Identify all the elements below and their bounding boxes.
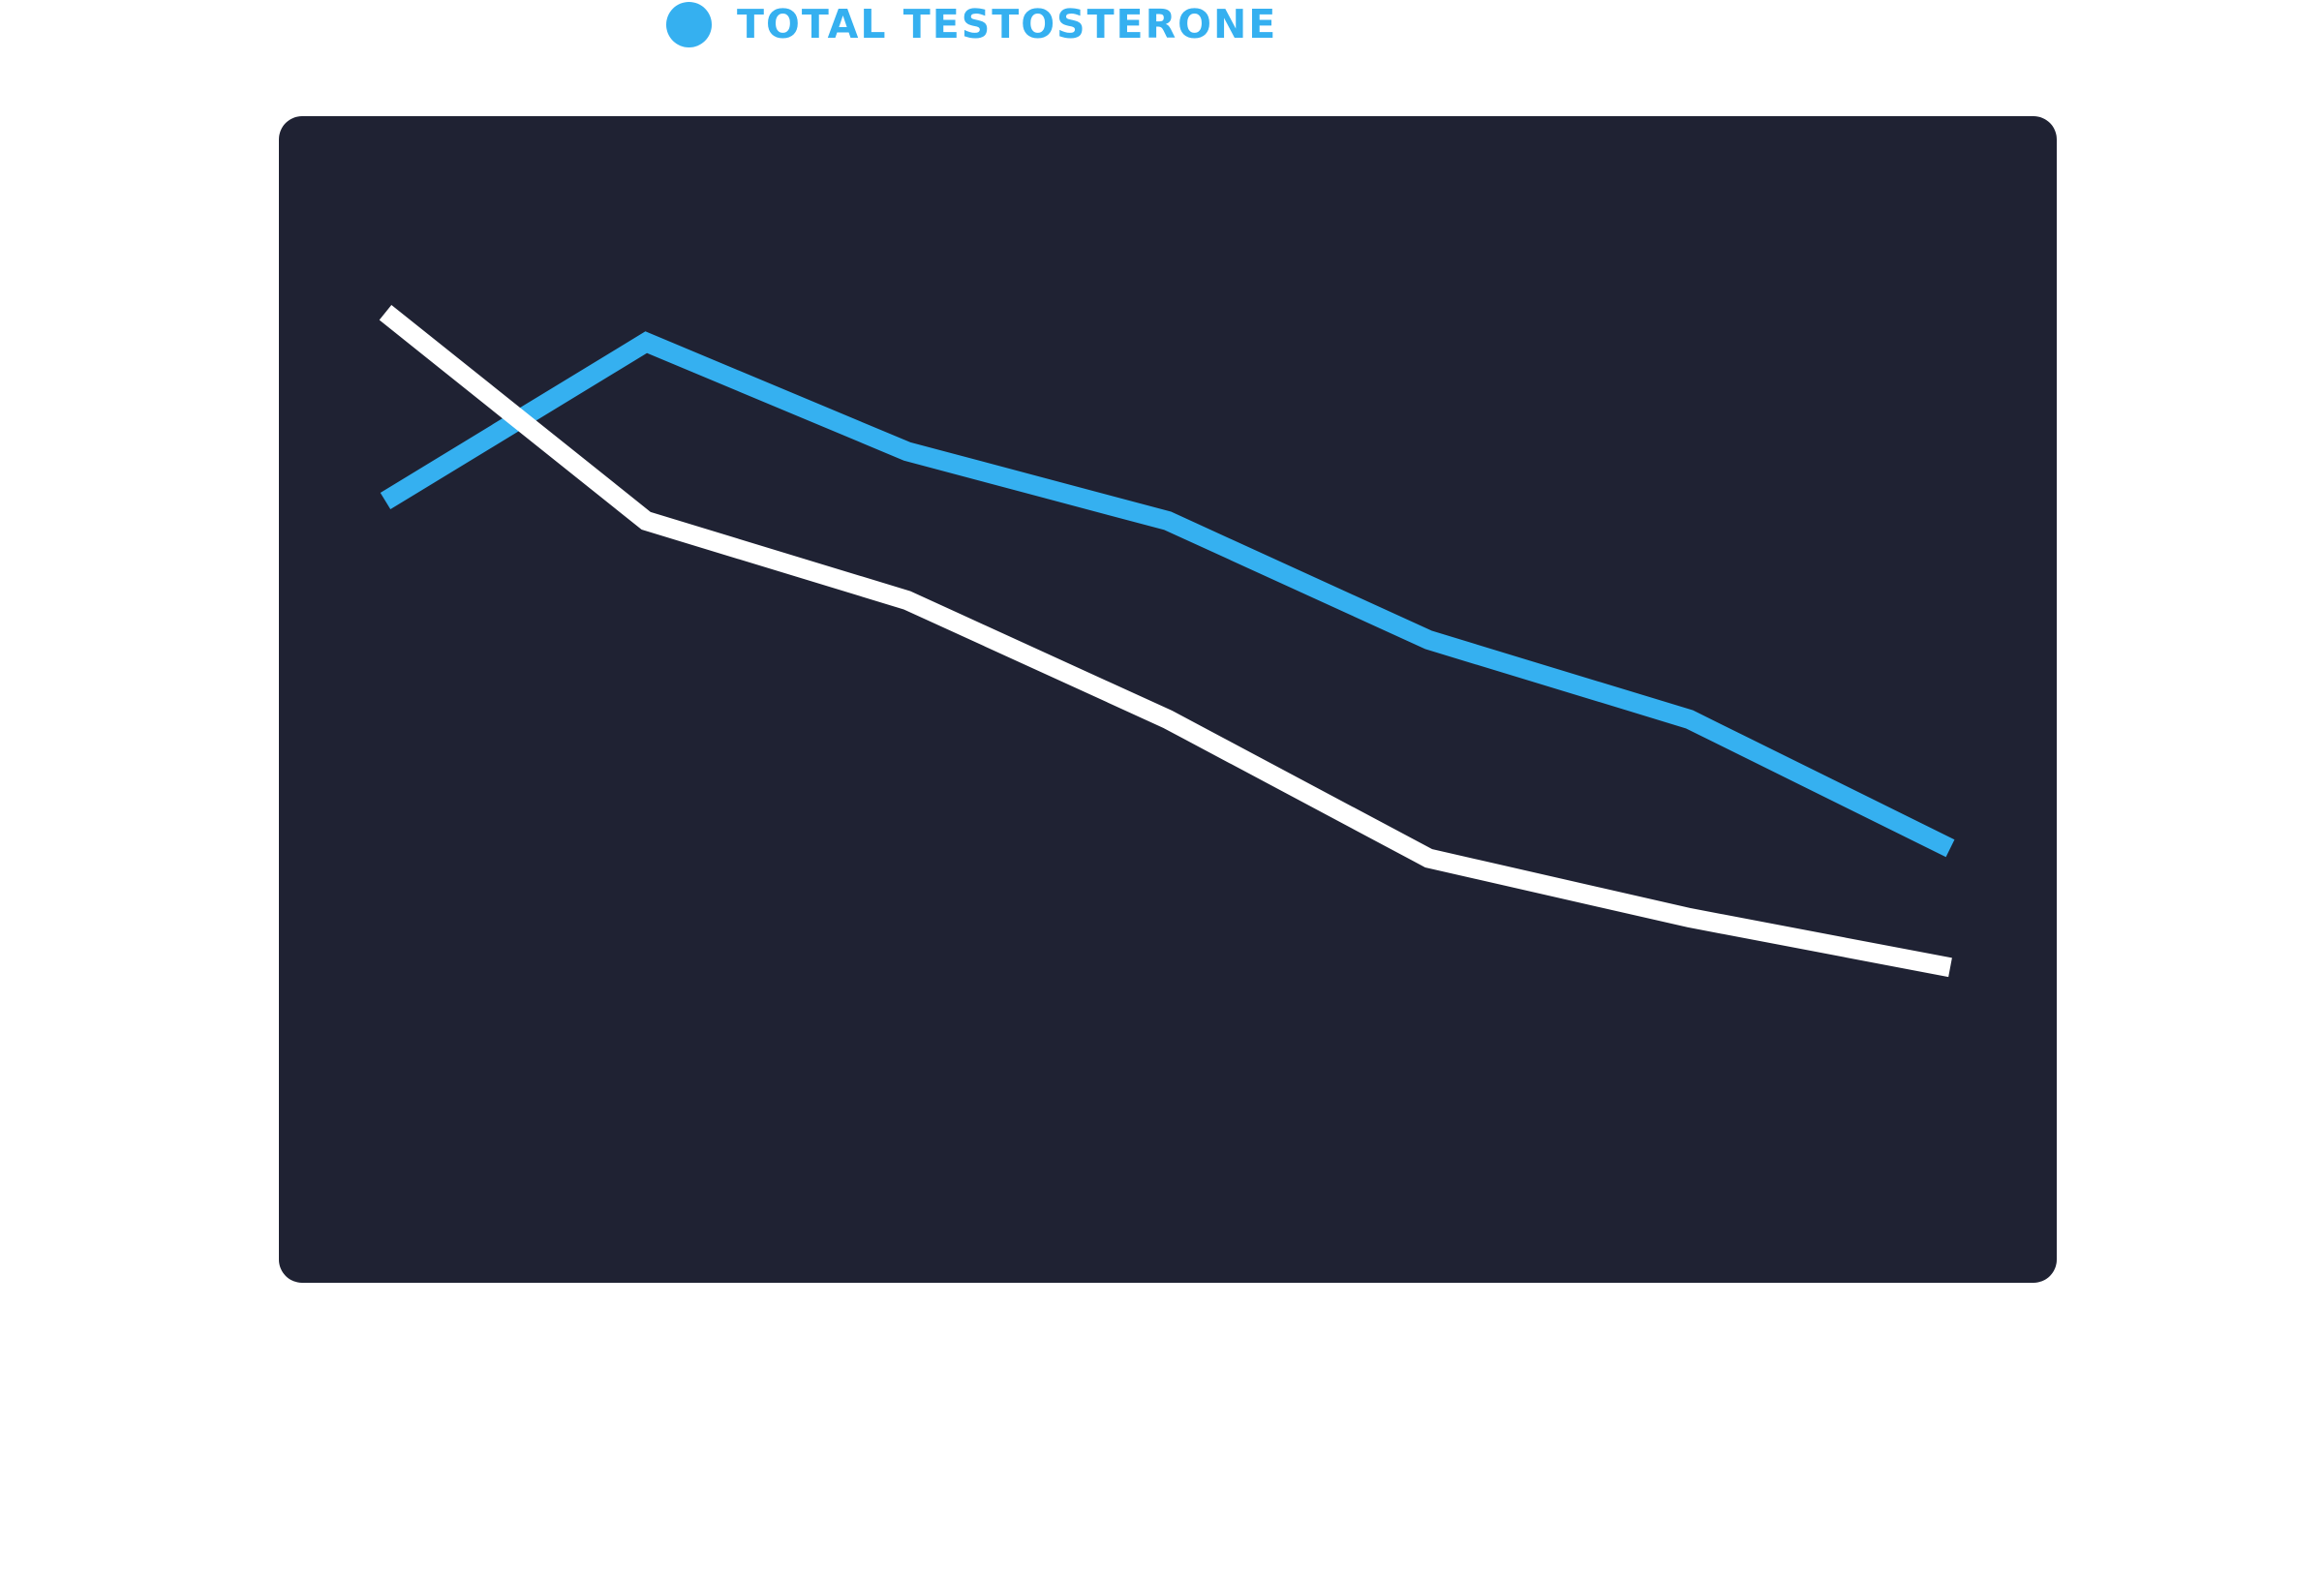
legend: TOTAL TESTOSTERONE: [666, 0, 1277, 48]
legend-label-total-testosterone: TOTAL TESTOSTERONE: [737, 0, 1278, 47]
series-line-1: [380, 331, 1955, 858]
line-chart: [379, 304, 1955, 978]
series-layer: [379, 304, 1955, 978]
legend-swatch-total-testosterone: [666, 1, 712, 47]
plot-area: [279, 116, 2057, 1283]
series-line-2: [379, 304, 1952, 978]
